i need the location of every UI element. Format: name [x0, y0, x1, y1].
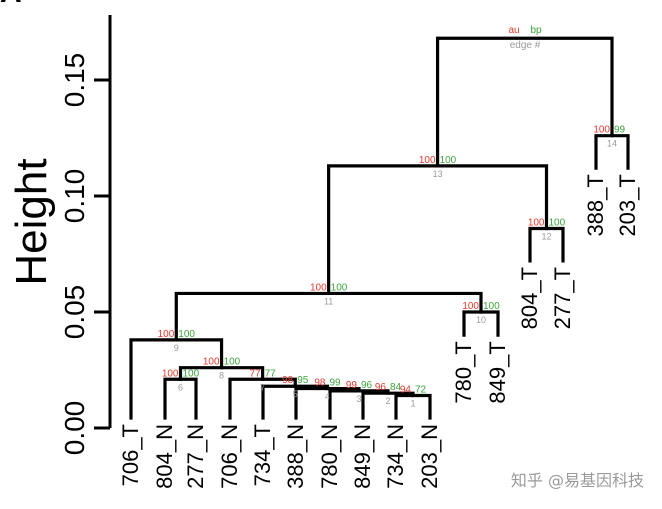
leaf-label: 849_T — [485, 341, 510, 403]
dendrogram-branches — [129, 36, 630, 420]
bp-value: 99 — [330, 378, 342, 389]
legend-edge: edge # — [510, 40, 541, 51]
au-value: 100 — [528, 217, 545, 228]
au-value: 98 — [314, 378, 326, 389]
leaf-label: 388_T — [583, 174, 608, 236]
leaf-label: 388_N — [283, 424, 308, 489]
y-tick-label: 0.05 — [59, 285, 90, 340]
legend-bp: bp — [530, 25, 542, 36]
dendrogram-branch — [435, 36, 614, 168]
edge-number: 2 — [385, 396, 390, 406]
bp-value: 100 — [549, 217, 566, 228]
bp-value: 100 — [440, 155, 457, 166]
bp-value: 100 — [183, 368, 200, 379]
leaf-label: 734_T — [250, 424, 275, 486]
y-tick-label: 0.10 — [59, 169, 90, 224]
au-value: 98 — [282, 375, 294, 386]
au-value: 94 — [400, 385, 412, 396]
bp-value: 95 — [297, 375, 309, 386]
bp-value: 100 — [483, 301, 500, 312]
legend-au: au — [508, 25, 519, 36]
leaf-label: 203_T — [615, 174, 640, 236]
y-tick-label: 0.15 — [59, 53, 90, 108]
leaf-label: 780_N — [317, 424, 342, 489]
edge-number: 10 — [476, 315, 486, 325]
bp-value: 96 — [361, 380, 373, 391]
edge-number: 8 — [219, 371, 224, 381]
edge-number: 9 — [174, 343, 179, 353]
au-value: 96 — [375, 382, 387, 393]
y-axis: 0.00 0.05 0.10 0.15 — [59, 15, 112, 456]
leaf-label: 706_T — [118, 424, 143, 486]
edge-number: 11 — [324, 296, 333, 306]
bp-value: 84 — [390, 382, 402, 393]
watermark: 知乎 @易基因科技 — [511, 471, 644, 490]
leaf-label: 277_N — [183, 424, 208, 489]
edge-number: 5 — [293, 389, 298, 399]
leaf-label: 277_T — [550, 267, 575, 329]
y-axis-title: Height — [7, 158, 56, 285]
edge-number: 6 — [178, 382, 183, 392]
leaf-label: 849_N — [350, 424, 375, 489]
au-value: 100 — [593, 125, 610, 136]
au-value: 100 — [419, 155, 436, 166]
leaf-label: 780_T — [451, 341, 476, 403]
bp-value: 100 — [224, 357, 241, 368]
au-value: 100 — [203, 357, 220, 368]
bp-value: 99 — [614, 125, 626, 136]
bp-value: 72 — [415, 385, 427, 396]
dendrogram-branch — [327, 164, 549, 296]
edge-number: 1 — [410, 399, 415, 409]
au-value: 99 — [346, 380, 358, 391]
panel-letter: A — [0, 0, 22, 9]
leaf-label: 804_N — [152, 424, 177, 489]
au-value: 77 — [250, 368, 262, 379]
au-value: 100 — [162, 368, 179, 379]
bp-value: 100 — [178, 329, 195, 340]
bp-value: 100 — [331, 282, 348, 293]
edge-number: 4 — [325, 392, 330, 402]
leaf-label: 804_T — [517, 267, 542, 329]
edge-number: 3 — [356, 394, 361, 404]
leaf-label: 203_N — [417, 424, 442, 489]
au-value: 100 — [462, 301, 479, 312]
au-value: 100 — [310, 282, 327, 293]
au-value: 100 — [158, 329, 175, 340]
y-tick-label: 0.00 — [59, 401, 90, 456]
edge-number: 14 — [607, 139, 617, 149]
leaf-label: 734_N — [383, 424, 408, 489]
legend: au bp edge # — [508, 25, 542, 51]
leaf-label: 706_N — [217, 424, 242, 489]
bp-value: 77 — [265, 368, 277, 379]
edge-number: 7 — [260, 382, 265, 392]
edge-number: 12 — [541, 231, 551, 241]
leaf-labels: 706_T 804_N 277_N 706_N 734_T 388_N 780_N 849_N… — [118, 174, 640, 489]
edge-number: 13 — [433, 169, 443, 179]
